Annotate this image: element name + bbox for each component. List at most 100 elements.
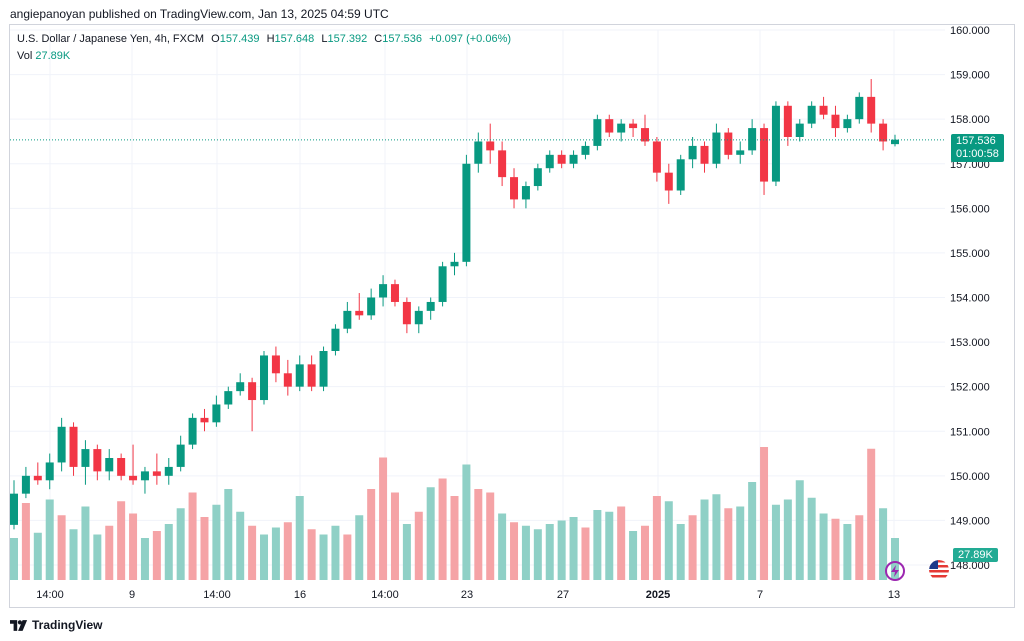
candle <box>33 462 42 485</box>
volume-bar <box>605 511 614 580</box>
volume-value: 27.89K <box>35 50 71 62</box>
volume-bar <box>533 529 542 580</box>
close-label: C <box>374 33 383 45</box>
candle <box>771 101 780 187</box>
us-flag-icon[interactable] <box>929 560 949 580</box>
candle <box>283 359 292 396</box>
candle <box>605 114 614 137</box>
volume-bar <box>129 513 138 580</box>
tradingview-logo-icon <box>10 619 28 631</box>
volume-bar <box>581 527 590 580</box>
volume-bar <box>724 508 733 580</box>
x-axis: 14:00 9 14:00 16 14:00 23 27 2025 7 13 <box>36 589 900 601</box>
volume-bar <box>379 457 388 580</box>
candle <box>21 466 30 499</box>
volume-bar <box>307 529 316 580</box>
open-label: O <box>211 33 220 45</box>
volume-bar <box>640 525 649 580</box>
candle <box>510 168 519 209</box>
x-tick-label: 9 <box>129 589 135 601</box>
candle <box>140 466 149 494</box>
volume-bar <box>248 525 257 580</box>
volume-bar <box>45 499 54 580</box>
footer-brand: TradingView <box>10 618 102 632</box>
candle <box>426 297 435 320</box>
volume-bars <box>10 447 899 580</box>
volume-bar <box>402 524 411 580</box>
volume-bar <box>152 531 161 580</box>
candle <box>807 101 816 129</box>
volume-bar <box>879 508 888 580</box>
candle <box>545 150 554 173</box>
candle <box>188 413 197 450</box>
candle <box>379 275 388 307</box>
change-value: +0.097 (+0.06%) <box>429 33 512 45</box>
volume-bar <box>807 497 816 580</box>
open-value: 157.439 <box>219 33 260 45</box>
x-tick-label: 23 <box>461 589 473 601</box>
volume-bar <box>200 517 209 580</box>
candle <box>414 306 423 334</box>
candle <box>593 114 602 151</box>
volume-bar <box>891 538 899 580</box>
candle <box>117 453 126 481</box>
volume-bar <box>271 527 280 580</box>
y-tick-label: 150.000 <box>950 471 990 483</box>
volume-bar <box>831 518 840 580</box>
candle <box>260 351 269 405</box>
lightning-icon[interactable] <box>885 561 905 581</box>
volume-bar <box>843 524 852 580</box>
volume-bar <box>664 501 673 580</box>
volume-bar <box>748 482 757 580</box>
candle <box>402 297 411 334</box>
candle <box>462 154 471 267</box>
volume-bar <box>545 524 554 580</box>
ohlc-legend: U.S. Dollar / Japanese Yen, 4h, FXCM O15… <box>17 33 515 45</box>
volume-bar <box>21 503 30 580</box>
candle <box>236 373 245 396</box>
candle <box>212 395 221 427</box>
low-value: 157.392 <box>327 33 368 45</box>
candle <box>331 324 340 356</box>
volume-bar <box>414 511 423 580</box>
candle <box>664 163 673 204</box>
candle <box>355 293 364 320</box>
chart-frame <box>9 24 1015 608</box>
candle <box>474 132 483 173</box>
candle <box>640 114 649 146</box>
candle <box>688 137 697 169</box>
candle <box>10 480 18 530</box>
volume-bar <box>438 478 447 580</box>
candle <box>748 119 757 155</box>
volume-bar <box>688 515 697 580</box>
candle <box>57 417 66 472</box>
candle <box>867 79 876 133</box>
volume-bar <box>474 489 483 580</box>
candle <box>307 355 316 392</box>
volume-bar <box>10 538 18 580</box>
candle <box>367 288 376 320</box>
volume-bar <box>81 506 90 580</box>
candle <box>712 123 721 169</box>
volume-bar <box>450 496 459 580</box>
candle <box>129 444 138 485</box>
volume-bar <box>236 511 245 580</box>
candle <box>617 119 626 142</box>
x-tick-label: 14:00 <box>371 589 399 601</box>
volume-bar <box>93 534 102 580</box>
y-tick-label: 154.000 <box>950 293 990 305</box>
candle <box>891 134 899 147</box>
x-tick-label: 13 <box>888 589 900 601</box>
volume-bar <box>629 531 638 580</box>
candle <box>724 128 733 160</box>
volume-bar <box>164 524 173 580</box>
candle <box>81 440 90 485</box>
candle <box>438 261 447 307</box>
x-tick-label: 14:00 <box>203 589 231 601</box>
candle <box>248 377 257 432</box>
candle <box>105 449 114 481</box>
candle <box>200 408 209 432</box>
volume-bar <box>771 504 780 580</box>
candle <box>93 444 102 481</box>
